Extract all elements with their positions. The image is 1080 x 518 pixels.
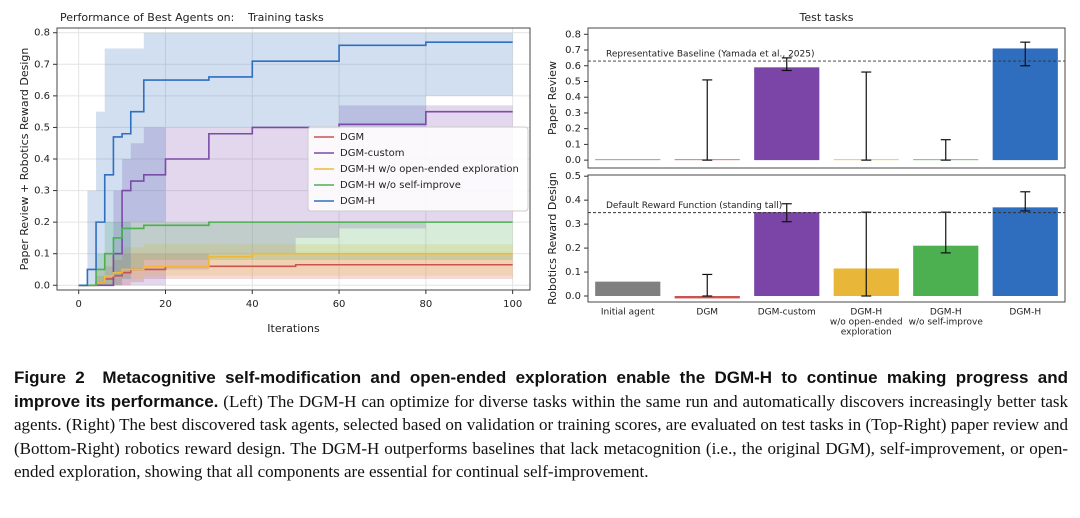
x-tick-label: DGM-custom bbox=[758, 308, 816, 318]
plot-frame bbox=[587, 174, 1066, 303]
bar bbox=[754, 212, 820, 297]
x-tick-label: 100 bbox=[503, 299, 522, 310]
x-tick-label: 0 bbox=[76, 299, 82, 310]
x-tick-label: 20 bbox=[159, 299, 172, 310]
legend-box bbox=[307, 126, 529, 212]
y-tick-label: 0.4 bbox=[565, 92, 581, 103]
caption-text: (Left) The DGM-H can optimize for divers… bbox=[14, 391, 1068, 482]
x-tick-label: DGM-H bbox=[850, 308, 882, 318]
caption: Figure 2 Metacognitive self-modification… bbox=[14, 366, 1068, 484]
x-tick-label: DGM-H bbox=[930, 308, 962, 318]
line bbox=[78, 41, 513, 287]
legend-label: DGM bbox=[340, 132, 364, 143]
bar bbox=[595, 159, 661, 161]
y-tick-label: 0.1 bbox=[34, 249, 50, 260]
legend-label: DGM-custom bbox=[340, 148, 405, 159]
reference-label: Representative Baseline (Yamada et al., … bbox=[606, 50, 814, 60]
band bbox=[78, 253, 513, 286]
line bbox=[78, 252, 513, 287]
x-tick-label: DGM-H bbox=[1009, 308, 1041, 318]
y-tick-label: 0.0 bbox=[565, 155, 581, 166]
y-tick-label: 0.3 bbox=[565, 108, 581, 119]
bar bbox=[595, 281, 661, 297]
legend-label: DGM-H w/o open-ended exploration bbox=[340, 164, 519, 175]
reference-label: Default Reward Function (standing tall) bbox=[606, 201, 782, 211]
y-tick-label: 0.4 bbox=[565, 195, 581, 206]
y-tick-label: 0.3 bbox=[34, 186, 50, 197]
y-tick-label: 0.8 bbox=[34, 28, 50, 39]
y-tick-label: 0.2 bbox=[34, 217, 50, 228]
x-axis-label: Iterations bbox=[267, 322, 320, 335]
x-tick-label: 80 bbox=[419, 299, 432, 310]
y-axis-label: Robotics Reward Design bbox=[546, 172, 559, 305]
x-tick-label: Initial agent bbox=[601, 308, 655, 318]
legend-label: DGM-H bbox=[340, 196, 375, 207]
y-tick-label: 0.4 bbox=[34, 154, 50, 165]
caption-label: Figure 2 bbox=[14, 368, 85, 387]
y-tick-label: 0.1 bbox=[565, 139, 581, 150]
y-tick-label: 0.8 bbox=[565, 29, 581, 40]
y-tick-label: 0.0 bbox=[34, 280, 50, 291]
y-tick-label: 0.5 bbox=[34, 122, 50, 133]
bar bbox=[674, 296, 740, 299]
caption-headline: Metacognitive self-modification and open… bbox=[14, 368, 1069, 411]
y-tick-label: 0.5 bbox=[565, 76, 581, 87]
y-axis-label: Paper Review bbox=[546, 61, 559, 135]
y-tick-label: 0.2 bbox=[565, 124, 581, 135]
y-tick-label: 0.0 bbox=[565, 291, 581, 302]
x-tick-label: DGM bbox=[696, 308, 718, 318]
plot-frame bbox=[56, 27, 531, 291]
bar bbox=[754, 67, 820, 161]
figure: 0.0 0.1 0.2 0.3 0.4 0.5 0.6 0.7 0.8 0 20 40 60 80 100 P… bbox=[18, 11, 1066, 338]
chart-title: Performance of Best Agents on: bbox=[60, 11, 234, 24]
plot-frame bbox=[587, 27, 1066, 169]
y-tick-label: 0.3 bbox=[565, 219, 581, 230]
x-tick-label: 40 bbox=[246, 299, 259, 310]
x-tick-label: 60 bbox=[333, 299, 346, 310]
line bbox=[78, 221, 513, 287]
bar bbox=[992, 48, 1058, 161]
y-axis-label: Paper Review + Robotics Reward Design bbox=[18, 48, 31, 271]
bar bbox=[992, 207, 1058, 297]
y-tick-label: 0.7 bbox=[34, 59, 50, 70]
y-tick-label: 0.5 bbox=[565, 171, 581, 182]
y-tick-label: 0.6 bbox=[34, 91, 50, 102]
y-tick-label: 0.6 bbox=[565, 61, 581, 72]
y-tick-label: 0.7 bbox=[565, 45, 581, 56]
x-tick-label: w/o self-improve bbox=[909, 318, 984, 328]
chart-subtitle: Training tasks bbox=[247, 11, 324, 24]
legend-label: DGM-H w/o self-improve bbox=[340, 180, 461, 191]
bar bbox=[913, 245, 979, 297]
y-tick-label: 0.2 bbox=[565, 243, 581, 254]
chart-title: Test tasks bbox=[798, 11, 853, 24]
y-tick-label: 0.1 bbox=[565, 267, 581, 278]
x-tick-label: w/o open-ended bbox=[830, 318, 903, 328]
x-tick-label: exploration bbox=[841, 328, 892, 338]
band bbox=[78, 32, 513, 286]
